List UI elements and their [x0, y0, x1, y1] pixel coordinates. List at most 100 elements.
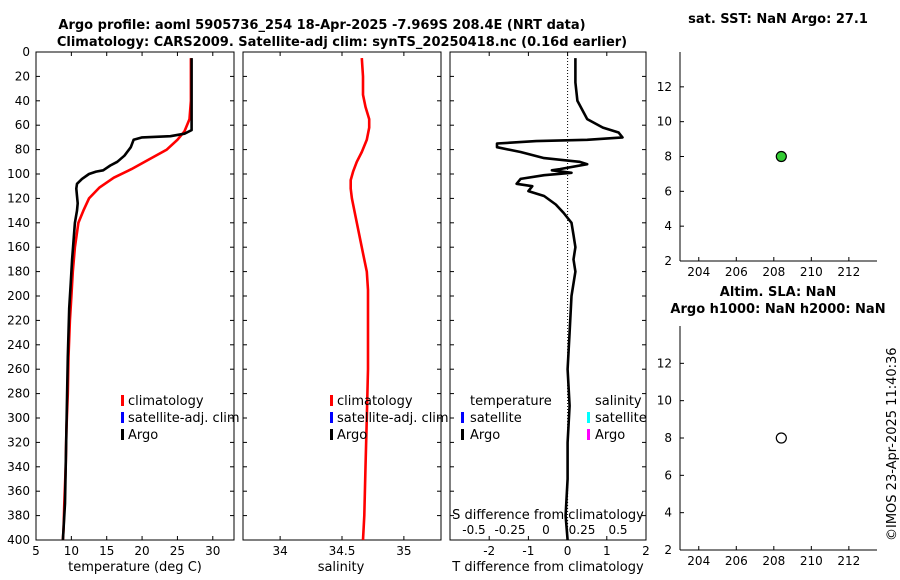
- difference-panel: -2 -1 0 1 2 -0.5 -0.25 0 0.25 0.5 S difference f…: [449, 51, 650, 575]
- x-tick-label: 0: [564, 544, 572, 558]
- legend-s-argo-swatch: [587, 429, 590, 440]
- x-tick-label: 210: [800, 265, 823, 279]
- x-tick-label: 34: [272, 544, 287, 558]
- sat-sst-title: sat. SST: NaN Argo: 27.1: [688, 12, 868, 27]
- s-difference-tick-label: -0.5: [462, 523, 485, 537]
- legend-climatology-label: climatology: [337, 394, 413, 409]
- altim-sla-title-line-1: Altim. SLA: NaN: [720, 285, 836, 300]
- legend-argo-label: Argo: [337, 428, 367, 443]
- legend-s-satellite-swatch: [587, 412, 590, 423]
- x-tick-label: 206: [725, 554, 748, 568]
- difference-legend: temperature satellite Argo salinity sate…: [461, 394, 647, 443]
- x-tick-label: 25: [170, 544, 185, 558]
- series-line-climatology: [61, 58, 193, 541]
- temperature-ticks: 5 10 15 20 25 3002040608010012014016018020022…: [7, 45, 234, 558]
- s-difference-tick-label: 0.5: [608, 523, 627, 537]
- figure-title-line-1: Argo profile: aoml 5905736_254 18-Apr-20…: [58, 18, 585, 33]
- x-tick-label: 204: [687, 265, 710, 279]
- legend-climatology-swatch: [330, 395, 333, 406]
- series-line-Argo: [61, 58, 193, 541]
- y-tick-label: 2: [664, 543, 672, 557]
- t-difference-xlabel: T difference from climatology: [451, 560, 644, 575]
- salinity-xlabel: salinity: [318, 560, 365, 575]
- depth-tick-label: 0: [22, 45, 30, 59]
- legend-s-satellite-label: satellite: [595, 411, 647, 426]
- x-tick-label: 20: [134, 544, 149, 558]
- x-tick-label: 10: [64, 544, 79, 558]
- difference-series: [495, 58, 624, 541]
- x-tick-label: -2: [483, 544, 495, 558]
- depth-tick-label: 160: [7, 240, 30, 254]
- depth-tick-label: 60: [15, 118, 30, 132]
- depth-tick-label: 40: [15, 94, 30, 108]
- temperature-legend: climatology satellite-adj. clim Argo: [121, 394, 240, 443]
- salinity-panel: 34 34.5 35 salinity climatology satellite-…: [242, 51, 449, 575]
- x-tick-label: 34.5: [329, 544, 356, 558]
- x-tick-label: -1: [522, 544, 534, 558]
- depth-tick-label: 280: [7, 387, 30, 401]
- x-tick-label: 210: [800, 554, 823, 568]
- x-tick-label: 2: [642, 544, 650, 558]
- legend-argo-swatch: [330, 429, 333, 440]
- s-difference-tick-labels: -0.5 -0.25 0 0.25 0.5: [462, 523, 627, 537]
- legend-satellite-swatch: [330, 412, 333, 423]
- x-tick-label: 204: [687, 554, 710, 568]
- legend-climatology-label: climatology: [128, 394, 204, 409]
- x-tick-label: 35: [396, 544, 411, 558]
- x-tick-label: 206: [725, 265, 748, 279]
- y-tick-label: 4: [664, 506, 672, 520]
- legend-t-satellite-swatch: [461, 412, 464, 423]
- y-tick-label: 8: [664, 431, 672, 445]
- y-tick-label: 12: [657, 356, 672, 370]
- depth-tick-label: 80: [15, 143, 30, 157]
- legend-t-argo-swatch: [461, 429, 464, 440]
- legend-satellite-swatch: [121, 412, 124, 423]
- y-tick-label: 4: [664, 219, 672, 233]
- depth-tick-label: 100: [7, 167, 30, 181]
- altim-sla-title-line-2: Argo h1000: NaN h2000: NaN: [670, 302, 885, 317]
- legend-t-satellite-label: satellite: [470, 411, 522, 426]
- depth-tick-label: 120: [7, 191, 30, 205]
- altim-sla-panel: Altim. SLA: NaN Argo h1000: NaN h2000: N…: [657, 285, 886, 568]
- depth-tick-label: 220: [7, 313, 30, 327]
- y-tick-label: 10: [657, 394, 672, 408]
- y-tick-label: 12: [657, 80, 672, 94]
- x-tick-label: 208: [762, 554, 785, 568]
- temperature-panel: 5 10 15 20 25 3002040608010012014016018020022…: [7, 45, 240, 575]
- difference-axes-box: [449, 51, 647, 541]
- temperature-series: [61, 58, 193, 541]
- depth-tick-label: 260: [7, 362, 30, 376]
- legend-s-argo-label: Argo: [595, 428, 625, 443]
- altim-sla-points: [775, 432, 787, 444]
- x-tick-label: 212: [837, 554, 860, 568]
- salinity-series: [349, 58, 371, 541]
- x-tick-label: 212: [837, 265, 860, 279]
- difference-ticks: -2 -1 0 1 2: [450, 51, 650, 558]
- altim-sla-ticks: 204 206 208 210 212 2 4 6 8 10 12: [657, 356, 861, 568]
- depth-tick-label: 140: [7, 216, 30, 230]
- x-tick-label: 1: [603, 544, 611, 558]
- legend-t-argo-label: Argo: [470, 428, 500, 443]
- figure-title-line-2: Climatology: CARS2009. Satellite-adj cli…: [57, 35, 627, 50]
- s-difference-tick-label: -0.25: [494, 523, 525, 537]
- legend-salinity-title: salinity: [595, 394, 642, 409]
- legend-temperature-title: temperature: [470, 394, 552, 409]
- y-tick-label: 6: [664, 468, 672, 482]
- temperature-xlabel: temperature (deg C): [68, 560, 202, 575]
- legend-climatology-swatch: [121, 395, 124, 406]
- scatter-point: [775, 150, 787, 163]
- legend-satellite-label: satellite-adj. clim: [337, 411, 449, 426]
- sat-sst-points: [775, 150, 787, 163]
- series-line-climatology: [349, 58, 371, 541]
- s-difference-tick-label: 0.25: [569, 523, 596, 537]
- legend-argo-swatch: [121, 429, 124, 440]
- x-tick-label: 30: [205, 544, 220, 558]
- legend-argo-label: Argo: [128, 428, 158, 443]
- sat-sst-panel: sat. SST: NaN Argo: 27.1 204 206 208 210 212…: [657, 12, 877, 279]
- y-tick-label: 10: [657, 115, 672, 129]
- s-difference-xlabel: S difference from climatology: [452, 508, 644, 523]
- depth-tick-label: 300: [7, 411, 30, 425]
- x-tick-label: 5: [32, 544, 40, 558]
- sat-sst-ticks: 204 206 208 210 212 2 4 6 8 10 12: [657, 80, 861, 279]
